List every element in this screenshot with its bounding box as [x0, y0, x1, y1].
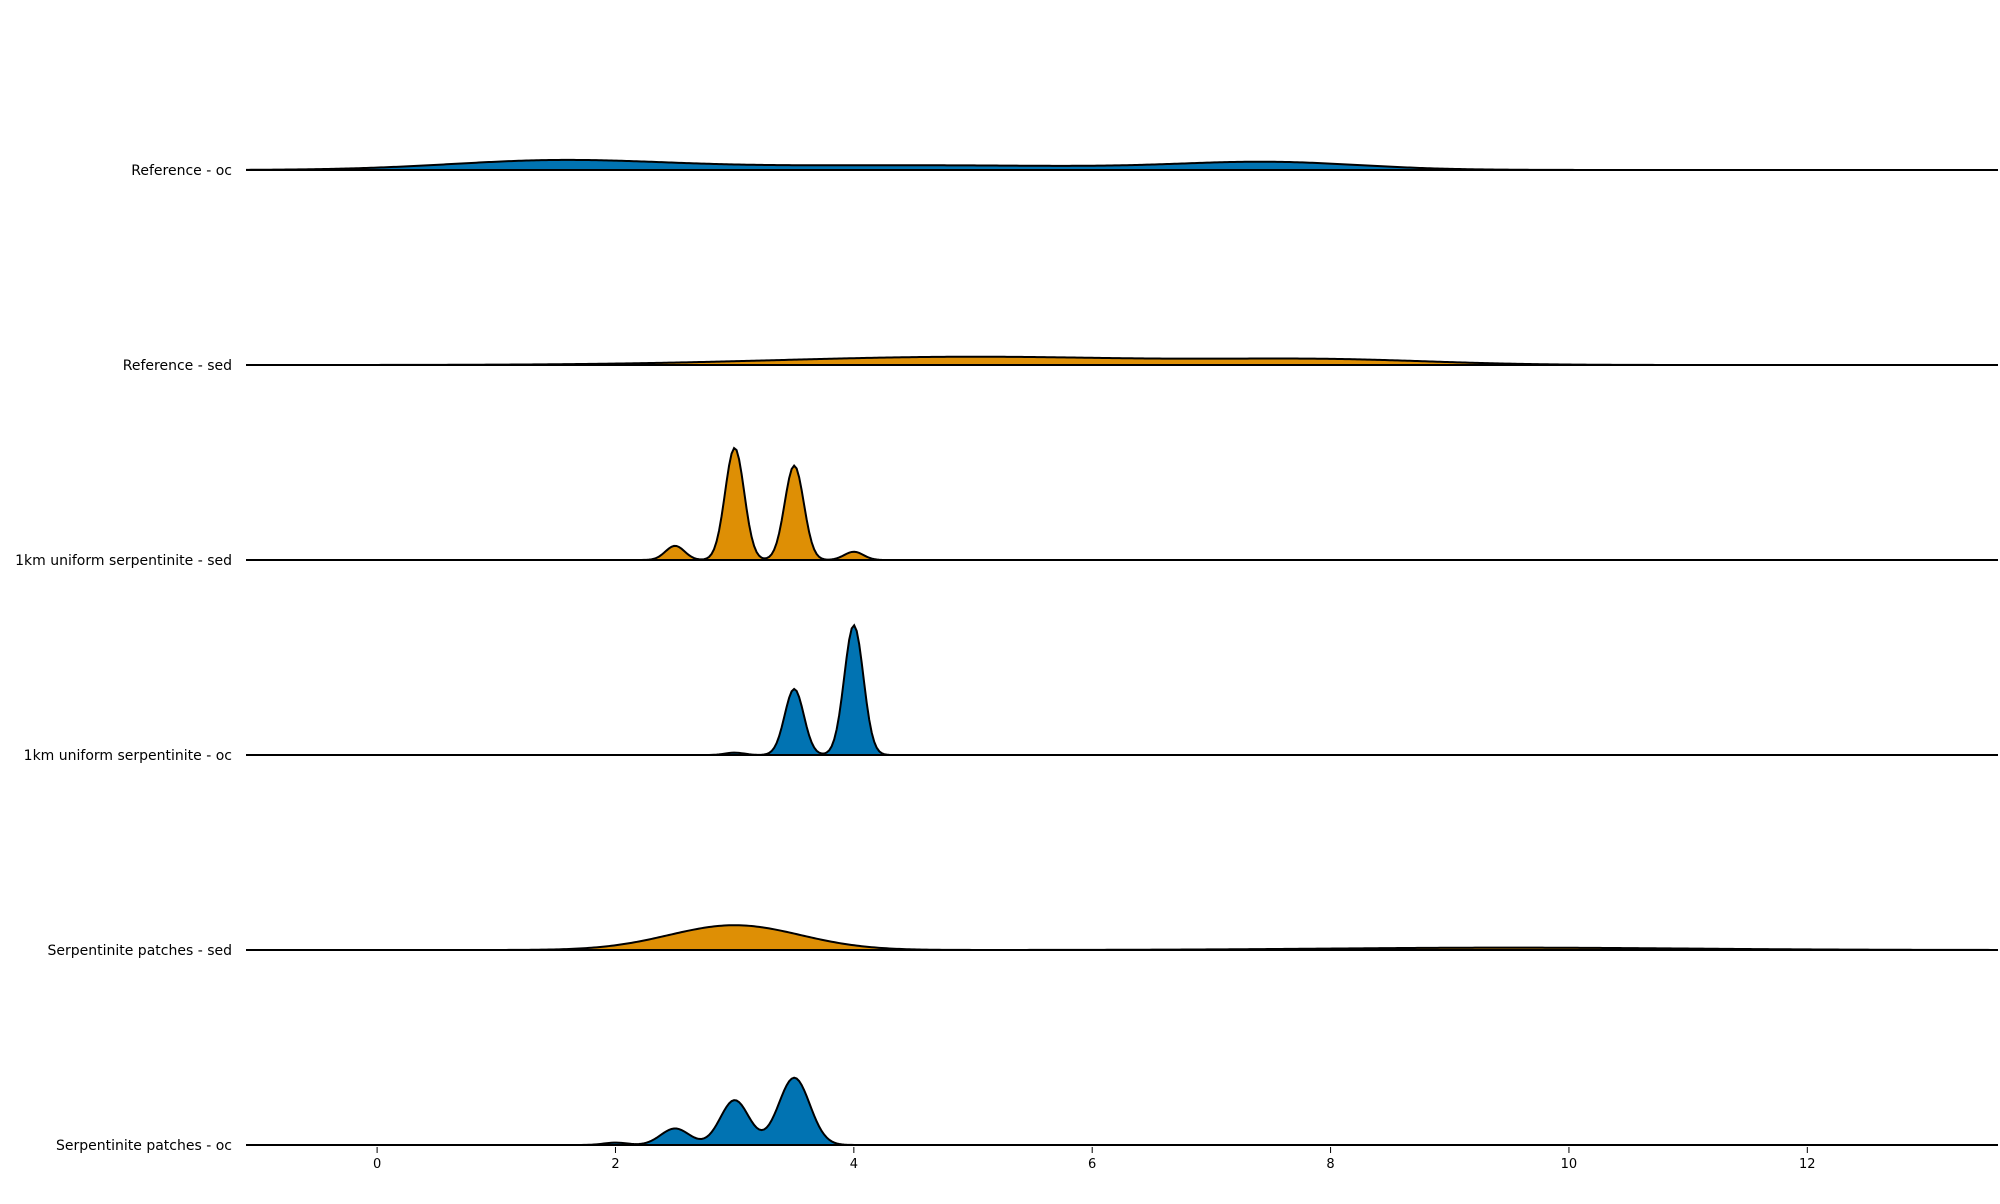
x-tick-label: 12 [1799, 1157, 1816, 1172]
ridges-group [245, 158, 1998, 1146]
ridge-fill-serpentinite-patches-oc [246, 1077, 1998, 1145]
ridge-fill-1km-uniform-serpentinite-sed [246, 448, 1998, 560]
x-axis: 0 2 4 6 8 10 12 [373, 1147, 1816, 1172]
ridge-fill-serpentinite-patches-sed [246, 925, 1998, 950]
x-tick-label: 4 [850, 1157, 858, 1172]
row-label: 1km uniform serpentinite - oc [24, 748, 232, 764]
x-tick-label: 6 [1088, 1157, 1096, 1172]
ridge-1km-uniform-serpentinite-sed [246, 446, 1998, 561]
ridge-fill-reference-oc [246, 159, 1998, 170]
ridge-serpentinite-patches-oc [246, 1076, 1998, 1146]
ridge-outline-1km-uniform-serpentinite-sed [246, 446, 1998, 561]
row-label: Reference - sed [123, 358, 232, 374]
row-label: Serpentinite patches - oc [56, 1138, 232, 1154]
ridge-serpentinite-patches-sed [246, 924, 1998, 951]
ridge-outline-1km-uniform-serpentinite-oc [246, 623, 1998, 756]
x-tick-label: 0 [373, 1157, 381, 1172]
x-tick-label: 2 [611, 1157, 619, 1172]
row-label: Reference - oc [131, 163, 232, 179]
x-tick-label: 10 [1561, 1157, 1578, 1172]
row-label: 1km uniform serpentinite - sed [15, 553, 232, 569]
row-label: Serpentinite patches - sed [47, 943, 232, 959]
ridge-reference-oc [245, 158, 1998, 171]
ridge-fill-1km-uniform-serpentinite-oc [246, 625, 1998, 755]
ridge-reference-sed [246, 355, 1998, 366]
ridge-1km-uniform-serpentinite-oc [246, 623, 1998, 756]
ridge-outline-serpentinite-patches-oc [246, 1076, 1998, 1146]
x-tick-label: 8 [1326, 1157, 1334, 1172]
row-labels-group: Reference - oc Reference - sed 1km uniform… [15, 163, 232, 1154]
ridge-outline-serpentinite-patches-sed [246, 924, 1998, 951]
